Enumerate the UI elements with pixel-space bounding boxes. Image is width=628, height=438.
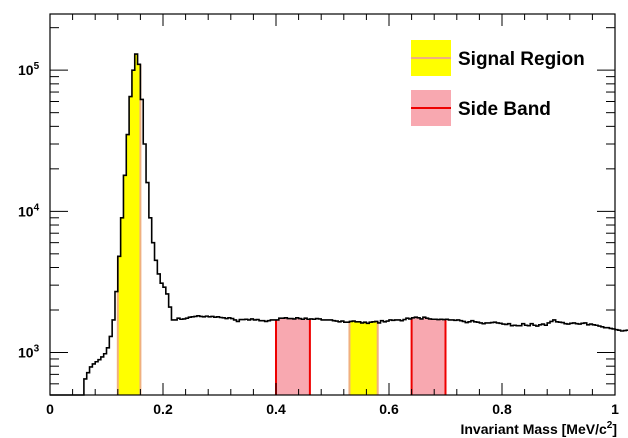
histogram-line <box>50 53 628 396</box>
y-tick-label: 105 <box>18 61 40 78</box>
x-tick-label: 1 <box>611 401 619 417</box>
region-fill-0 <box>117 54 141 396</box>
y-axis-ticks: 103 104 105 <box>18 27 615 396</box>
y-tick-label: 104 <box>18 202 40 219</box>
legend-label-1: Side Band <box>458 99 551 120</box>
x-axis-ticks: 0 0.2 0.4 0.6 0.8 1 <box>46 14 619 417</box>
x-axis-title: Invariant Mass [MeV/c2] <box>460 420 617 437</box>
x-tick-label: 0.2 <box>153 401 173 417</box>
plot-frame <box>49 13 616 396</box>
x-tick-label: 0.8 <box>492 401 512 417</box>
y-tick-label: 103 <box>18 344 40 361</box>
x-tick-label: 0.4 <box>266 401 286 417</box>
legend: Signal Region Side Band <box>411 40 585 126</box>
region-fill-2 <box>349 321 378 395</box>
region-fill-3 <box>411 317 446 395</box>
region-fill-1 <box>276 317 310 395</box>
legend-label-0: Signal Region <box>458 49 585 70</box>
x-tick-label: 0.6 <box>379 401 399 417</box>
x-tick-label: 0 <box>46 401 54 417</box>
